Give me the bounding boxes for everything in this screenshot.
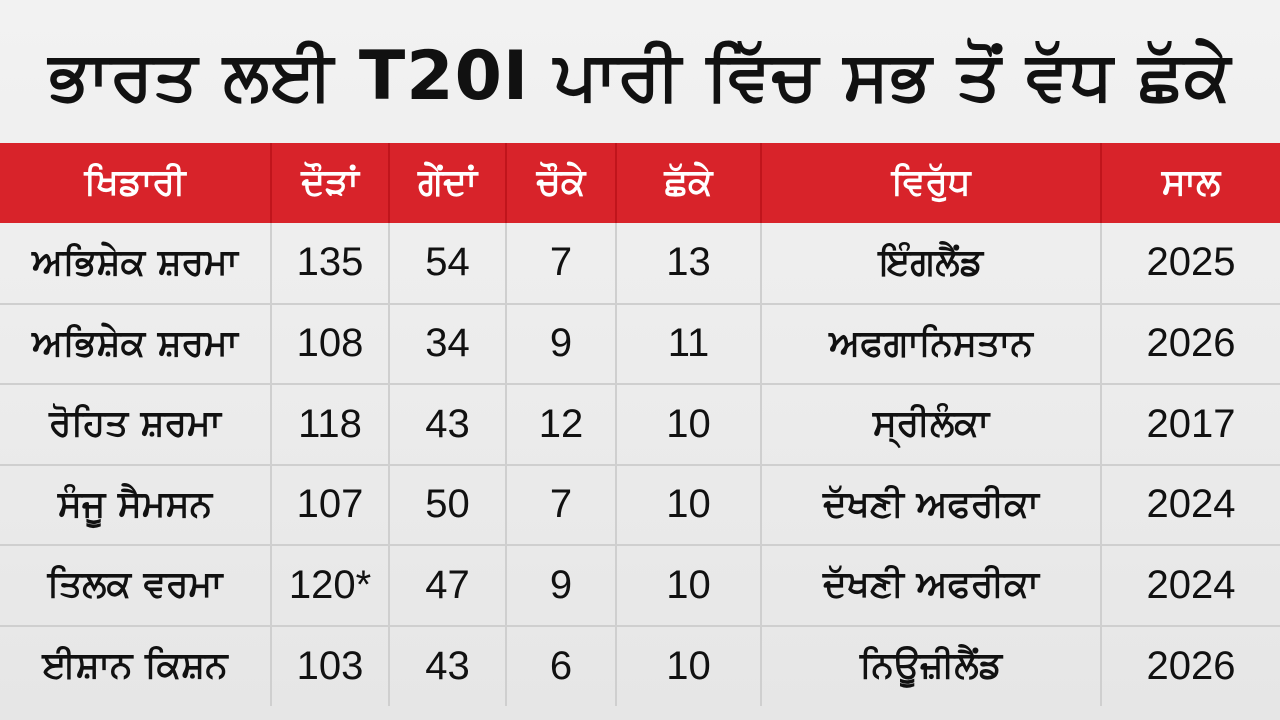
table-row: ਸੰਜੂ ਸੈਮਸਨ 107 50 7 10 ਦੱਖਣੀ ਅਫਰੀਕਾ 2024 xyxy=(0,464,1280,546)
cell-year: 2024 xyxy=(1101,464,1280,546)
cell-runs: 103 xyxy=(271,625,390,706)
cell-runs: 108 xyxy=(271,303,390,385)
table-row: ਅਭਿਸ਼ੇਕ ਸ਼ਰਮਾ 135 54 7 13 ਇੰਗਲੈਂਡ 2025 xyxy=(0,223,1280,305)
cell-player: ਸੰਜੂ ਸੈਮਸਨ xyxy=(0,464,272,546)
header-sixes: ਛੱਕੇ xyxy=(616,143,762,223)
cell-fours: 12 xyxy=(506,384,617,466)
cell-player: ਰੋਹਿਤ ਸ਼ਰਮਾ xyxy=(0,384,272,466)
table-body: ਅਭਿਸ਼ੇਕ ਸ਼ਰਮਾ 135 54 7 13 ਇੰਗਲੈਂਡ 2025 ਅ… xyxy=(0,223,1280,706)
cell-year: 2026 xyxy=(1146,643,1236,688)
cell-sixes: 10 xyxy=(616,384,762,466)
cell-sixes: 11 xyxy=(616,303,762,385)
table-row: ਤਿਲਕ ਵਰਮਾ 120* 47 9 10 ਦੱਖਣੀ ਅਫਰੀਕਾ 2024 xyxy=(0,545,1280,627)
header-row: ਖਿਡਾਰੀ ਦੌੜਾਂ ਗੇਂਦਾਂ ਚੌਕੇ ਛੱਕੇ ਵਿਰੁੱਧ ਸਾਲ xyxy=(0,143,1280,223)
table-header: ਖਿਡਾਰੀ ਦੌੜਾਂ ਗੇਂਦਾਂ ਚੌਕੇ ਛੱਕੇ ਵਿਰੁੱਧ ਸਾਲ xyxy=(0,143,1280,223)
header-against: ਵਿਰੁੱਧ xyxy=(761,143,1102,223)
cell-balls: 43 xyxy=(389,384,507,466)
cell-against: ਨਿਊਜ਼ੀਲੈਂਡ xyxy=(761,625,1102,706)
table-row: ਰੋਹਿਤ ਸ਼ਰਮਾ 118 43 12 10 ਸ੍ਰੀਲੰਕਾ 2017 xyxy=(0,384,1280,466)
cell-balls: 47 xyxy=(389,545,507,627)
table-row: ਈਸ਼ਾਨ ਕਿਸ਼ਨ 103 43 6 10 ਨਿਊਜ਼ੀਲੈਂਡ 2026 xyxy=(0,625,1280,706)
cell-fours: 9 xyxy=(506,303,617,385)
cell-player: ਤਿਲਕ ਵਰਮਾ xyxy=(0,545,272,627)
cell-runs: 118 xyxy=(271,384,390,466)
cell-player: ਈਸ਼ਾਨ ਕਿਸ਼ਨ xyxy=(0,625,272,706)
cell-fours: 9 xyxy=(506,545,617,627)
cell-runs: 135 xyxy=(271,223,390,305)
cell-runs: 120* xyxy=(271,545,390,627)
page-title: ਭਾਰਤ ਲਈ T20I ਪਾਰੀ ਵਿੱਚ ਸਭ ਤੋਂ ਵੱਧ ਛੱਕੇ xyxy=(48,37,1232,116)
cell-balls: 54 xyxy=(389,223,507,305)
cell-sixes: 13 xyxy=(616,223,762,305)
cell-against: ਦੱਖਣੀ ਅਫਰੀਕਾ xyxy=(761,464,1102,546)
cell-year: 2026 xyxy=(1101,303,1280,385)
cell-sixes: 10 xyxy=(616,545,762,627)
cell-fours: 7 xyxy=(506,464,617,546)
cell-fours: 7 xyxy=(506,223,617,305)
cell-against: ਸ੍ਰੀਲੰਕਾ xyxy=(761,384,1102,466)
cell-balls: 43 xyxy=(389,625,507,706)
cell-against: ਅਫਗਾਨਿਸਤਾਨ xyxy=(761,303,1102,385)
header-year: ਸਾਲ xyxy=(1161,162,1221,203)
cell-player: ਅਭਿਸ਼ੇਕ ਸ਼ਰਮਾ xyxy=(0,303,272,385)
cell-year: 2025 xyxy=(1101,223,1280,305)
header-player: ਖਿਡਾਰੀ xyxy=(0,143,272,223)
header-balls: ਗੇਂਦਾਂ xyxy=(389,143,507,223)
header-fours: ਚੌਕੇ xyxy=(506,143,617,223)
cell-against: ਇੰਗਲੈਂਡ xyxy=(761,223,1102,305)
cell-runs: 107 xyxy=(271,464,390,546)
cell-year: 2024 xyxy=(1101,545,1280,627)
cell-balls: 50 xyxy=(389,464,507,546)
cell-year: 2017 xyxy=(1101,384,1280,466)
cell-against: ਦੱਖਣੀ ਅਫਰੀਕਾ xyxy=(761,545,1102,627)
cell-balls: 34 xyxy=(389,303,507,385)
cell-player: ਅਭਿਸ਼ੇਕ ਸ਼ਰਮਾ xyxy=(0,223,272,305)
stats-table: ਖਿਡਾਰੀ ਦੌੜਾਂ ਗੇਂਦਾਂ ਚੌਕੇ ਛੱਕੇ ਵਿਰੁੱਧ ਸਾਲ… xyxy=(0,143,1280,706)
table-row: ਅਭਿਸ਼ੇਕ ਸ਼ਰਮਾ 108 34 9 11 ਅਫਗਾਨਿਸਤਾਨ 202… xyxy=(0,303,1280,385)
cell-fours: 6 xyxy=(506,625,617,706)
stats-table-container: ਖਿਡਾਰੀ ਦੌੜਾਂ ਗੇਂਦਾਂ ਚੌਕੇ ਛੱਕੇ ਵਿਰੁੱਧ ਸਾਲ… xyxy=(0,143,1280,706)
cell-sixes: 10 xyxy=(616,625,762,706)
header-runs: ਦੌੜਾਂ xyxy=(271,143,390,223)
cell-sixes: 10 xyxy=(616,464,762,546)
